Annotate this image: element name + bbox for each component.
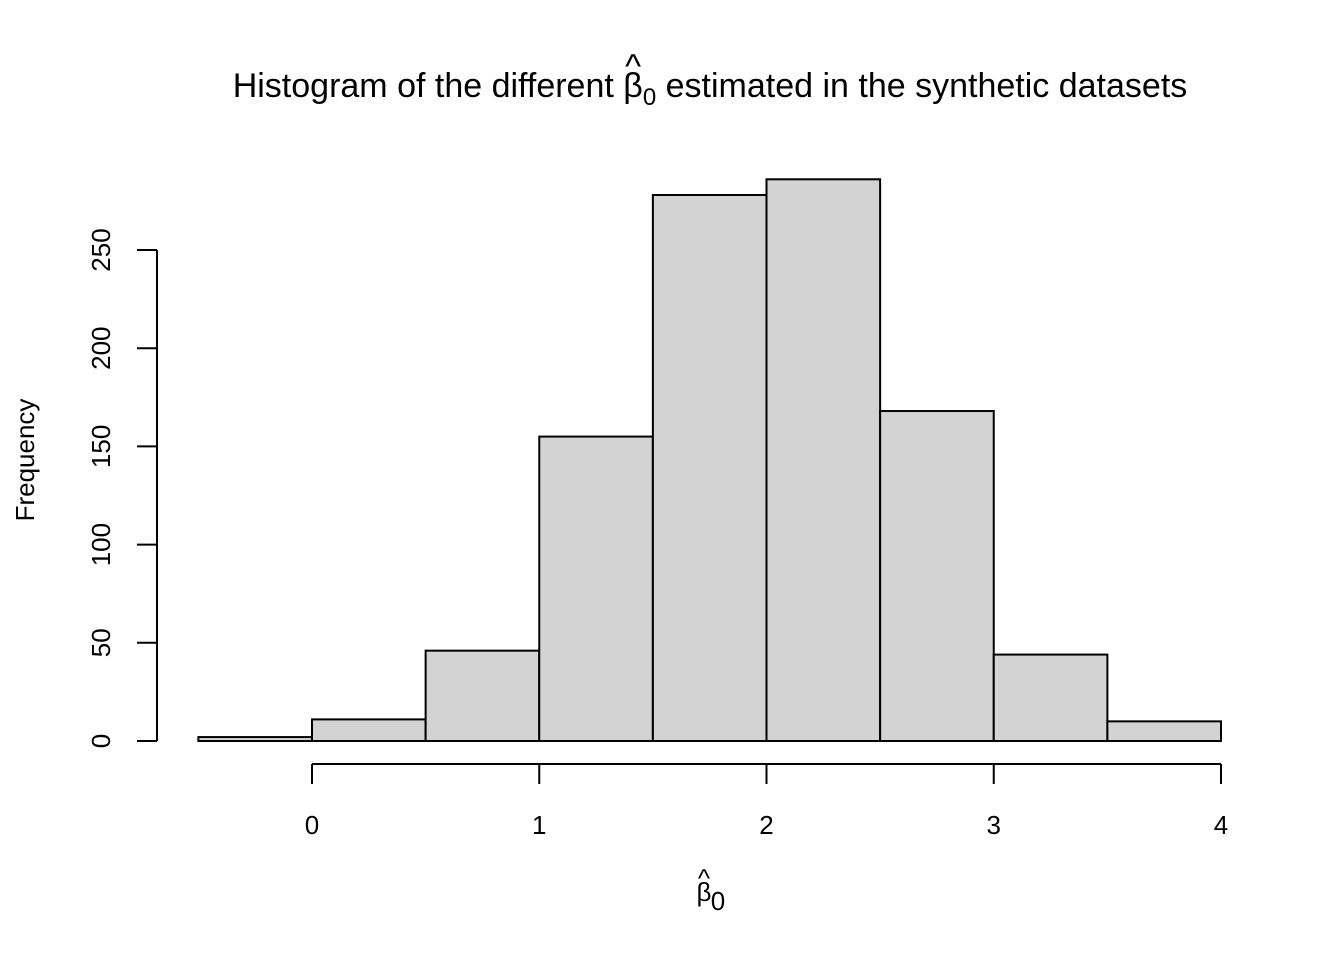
x-axis-label: ^ β 0 (697, 863, 726, 916)
y-axis: 0 50 100 150 200 250 (86, 228, 158, 748)
x-tick-label-2: 2 (759, 810, 773, 840)
chart-title-after: estimated in the synthetic datasets (656, 67, 1187, 105)
x-axis-label-hat: ^ (698, 863, 711, 893)
chart-title: Histogram of the different β0 estimated … (233, 67, 1188, 111)
chart-title-subscript: 0 (643, 84, 656, 111)
chart-title-before: Histogram of the different (233, 67, 624, 105)
chart-title-hat: ^ (625, 48, 641, 86)
histogram-bar-2 (424, 649, 541, 743)
x-tick-label-1: 1 (532, 810, 546, 840)
y-tick-label-100: 100 (86, 523, 116, 566)
histogram-bar-4 (651, 194, 768, 742)
histogram-bars (197, 178, 1222, 743)
chart-title-beta-symbol: β (623, 67, 643, 105)
y-tick-label-50: 50 (86, 628, 116, 657)
x-tick-label-0: 0 (305, 810, 319, 840)
x-tick-label-3: 3 (987, 810, 1001, 840)
histogram-bar-8 (1106, 720, 1222, 742)
y-tick-label-200: 200 (86, 327, 116, 370)
x-axis-label-subscript: 0 (711, 886, 725, 916)
y-tick-label-150: 150 (86, 425, 116, 468)
y-tick-label-250: 250 (86, 228, 116, 271)
histogram-bar-0 (197, 736, 313, 743)
histogram-bar-3 (538, 435, 654, 742)
histogram-bar-5 (765, 178, 882, 742)
x-tick-label-4: 4 (1214, 810, 1228, 840)
histogram-bar-1 (311, 718, 427, 742)
histogram-bar-7 (992, 653, 1109, 742)
y-tick-label-0: 0 (86, 734, 116, 748)
y-axis-label: Frequency (10, 399, 40, 522)
x-axis: 0 1 2 3 4 (305, 763, 1228, 840)
histogram-bar-6 (879, 410, 995, 742)
x-axis-label-beta-symbol: β (697, 877, 712, 907)
